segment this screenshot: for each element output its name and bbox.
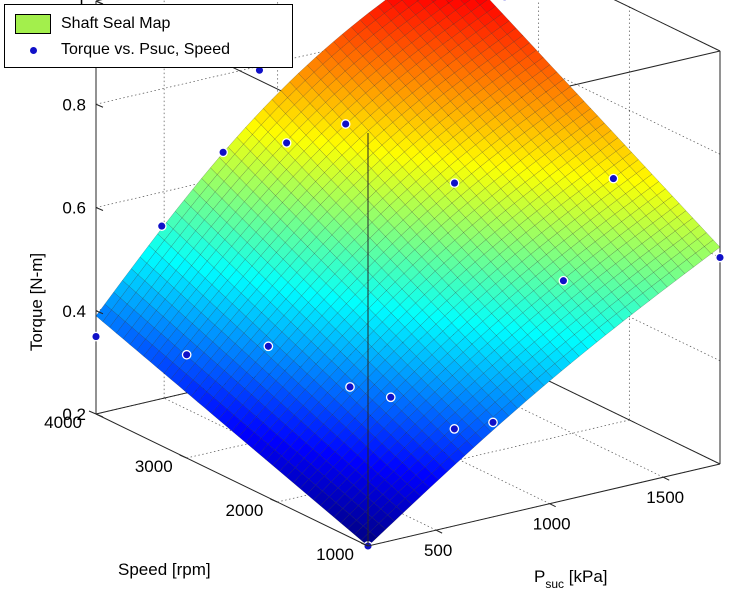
y-tick-mark — [270, 498, 278, 503]
z-tick-label: 0.2 — [62, 405, 86, 424]
x-tick-label: 1500 — [646, 488, 684, 507]
data-point — [449, 424, 460, 434]
tick-labels: 0.20.40.60.81100020003000400050010001500 — [44, 0, 684, 564]
data-point — [181, 349, 192, 360]
y-tick-mark — [88, 410, 97, 415]
y-tick-mark — [179, 454, 187, 459]
torque-surface — [95, 0, 721, 547]
x-tick-label: 500 — [424, 541, 452, 560]
legend: Shaft Seal Map Torque vs. Psuc, Speed — [4, 4, 293, 68]
y-tick-label: 4000 — [44, 413, 82, 432]
box-edge — [95, 413, 369, 547]
data-point — [558, 275, 569, 286]
data-point — [91, 331, 101, 342]
z-axis-label: Torque [N-m] — [27, 253, 46, 351]
data-point — [345, 382, 355, 392]
y-tick-mark — [360, 542, 369, 547]
z-tick-label: 0.8 — [62, 95, 86, 114]
data-point — [501, 0, 509, 2]
legend-entry-points: Torque vs. Psuc, Speed — [5, 38, 230, 62]
z-tick-mark — [95, 413, 104, 418]
y-tick-label: 2000 — [226, 501, 264, 520]
box-edge — [367, 463, 721, 547]
z-tick-mark — [95, 0, 104, 5]
x-axis-label: Psuc [kPa] — [534, 567, 608, 591]
point-marker — [29, 47, 37, 54]
data-point — [281, 138, 292, 148]
box-edge — [613, 0, 721, 52]
surface-cell — [460, 0, 471, 5]
z-tick-mark — [95, 310, 104, 315]
x-axis-label-main: P — [534, 567, 545, 586]
data-points — [91, 0, 725, 551]
data-point — [156, 221, 167, 231]
data-point — [218, 147, 228, 158]
data-point — [488, 417, 498, 428]
x-tick-label: 1000 — [533, 515, 571, 534]
x-axis-label-unit: [kPa] — [564, 567, 607, 586]
z-tick-mark — [95, 103, 104, 108]
data-point — [263, 341, 274, 352]
z-tick-label: 0.4 — [62, 302, 86, 321]
x-axis-label-subscript: suc — [545, 577, 564, 591]
data-point — [449, 178, 460, 188]
y-tick-label: 3000 — [135, 457, 173, 476]
data-point — [385, 392, 396, 403]
legend-surface-label: Shaft Seal Map — [61, 15, 171, 32]
surface-swatch — [15, 14, 51, 34]
data-point — [340, 119, 351, 129]
x-tick-mark — [435, 529, 443, 534]
data-point — [715, 252, 725, 263]
x-tick-mark — [663, 476, 670, 481]
surface-cell — [431, 0, 437, 3]
z-tick-mark — [95, 207, 104, 211]
legend-points-label: Torque vs. Psuc, Speed — [61, 41, 230, 58]
legend-entry-surface: Shaft Seal Map — [5, 12, 170, 36]
x-tick-mark — [549, 503, 556, 508]
surface-cell — [445, 0, 454, 4]
z-tick-label: 0.6 — [62, 199, 86, 218]
axes-box-front — [95, 133, 721, 547]
y-tick-label: 1000 — [316, 545, 354, 564]
y-axis-label: Speed [rpm] — [118, 560, 211, 579]
data-point — [608, 173, 619, 184]
